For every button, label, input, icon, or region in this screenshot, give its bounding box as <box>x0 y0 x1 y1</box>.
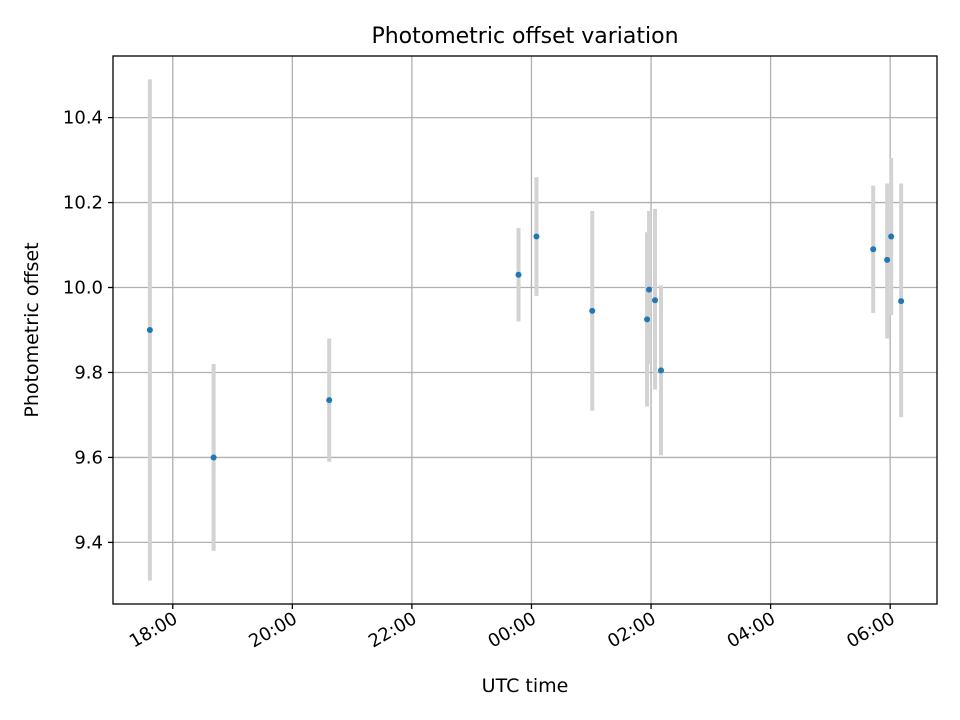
x-tick-label: 22:00 <box>365 608 420 652</box>
data-point <box>515 271 522 278</box>
grid <box>113 56 937 604</box>
data-point <box>646 286 653 293</box>
x-tick-label: 02:00 <box>604 608 659 652</box>
y-tick-label: 9.8 <box>74 362 103 383</box>
data-point <box>898 298 905 305</box>
x-tick-label: 18:00 <box>126 608 181 652</box>
data-point <box>146 327 153 333</box>
error-bars <box>147 79 904 581</box>
plot-area-frame <box>112 55 938 605</box>
y-tick-label: 9.4 <box>74 532 103 553</box>
data-point <box>888 233 895 240</box>
y-axis: 9.4 9.6 9.8 10.0 10.2 10.4 <box>63 108 113 553</box>
y-tick-label: 10.4 <box>63 108 103 129</box>
x-axis: 18:00 20:00 22:00 00:00 02:00 04:00 06:00 <box>126 604 899 652</box>
data-point <box>326 397 333 404</box>
x-axis-label: UTC time <box>482 675 569 697</box>
y-axis-label: Photometric offset <box>21 242 43 417</box>
data-point <box>658 367 665 374</box>
y-tick-label: 10.0 <box>63 278 103 299</box>
data-point <box>533 233 540 240</box>
chart-title: Photometric offset variation <box>371 24 678 49</box>
data-point <box>210 454 217 461</box>
data-point <box>644 316 651 323</box>
x-tick-label: 04:00 <box>724 608 779 652</box>
x-tick-label: 20:00 <box>245 608 300 652</box>
y-tick-label: 10.2 <box>63 193 103 214</box>
data-point <box>870 246 877 253</box>
x-tick-label: 06:00 <box>843 608 898 652</box>
data-point <box>589 307 596 314</box>
data-points <box>146 233 905 461</box>
data-point <box>652 297 659 304</box>
data-point <box>884 256 891 263</box>
x-tick-label: 00:00 <box>485 608 540 652</box>
y-tick-label: 9.6 <box>74 447 103 468</box>
